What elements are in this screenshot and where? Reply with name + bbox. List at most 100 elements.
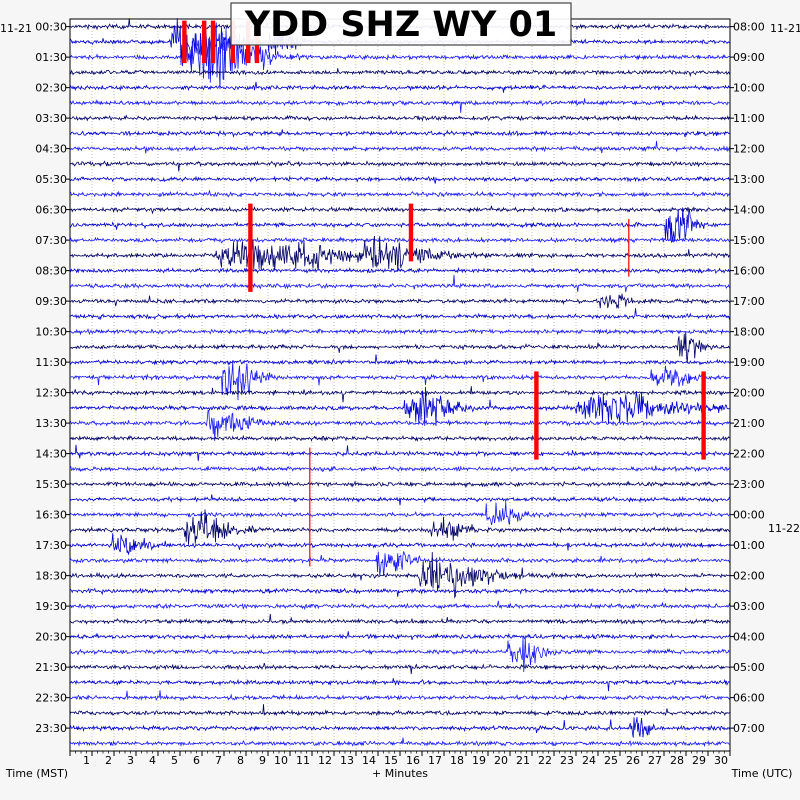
trace-row-31 — [69, 494, 731, 506]
right-tick-label: 21:00 — [733, 417, 765, 430]
right-tick-label: 01:00 — [733, 539, 765, 552]
trace-row-5 — [69, 98, 731, 113]
x-axis-ticks: 1 2 3 4 5 6 7 8 9 10 11 12 13 14 15 16 17 18 19 20 21 22 23 24 2… — [69, 751, 731, 767]
left-tick-label: 21:30 — [35, 661, 67, 674]
x-tick-label: 22 — [538, 754, 552, 767]
right-tick-label: 04:00 — [733, 631, 765, 644]
x-tick-label: 5 — [171, 754, 178, 767]
trace-row-47 — [69, 737, 731, 748]
x-tick-label: 3 — [127, 754, 134, 767]
trace-row-21 — [69, 331, 731, 364]
right-tick-label: 20:00 — [733, 387, 765, 400]
clip-mark-7 — [408, 203, 414, 262]
left-date-label: 11-21 — [0, 22, 32, 35]
left-tick-label: 17:30 — [35, 539, 67, 552]
trace-row-12 — [69, 205, 731, 219]
left-tick-label: 01:30 — [35, 51, 67, 64]
trace-row-24 — [69, 386, 731, 403]
trace-row-42 — [69, 662, 731, 675]
trace-row-4 — [69, 81, 731, 93]
left-tick-label: 22:30 — [35, 692, 67, 705]
left-tick-label: 07:30 — [35, 234, 67, 247]
x-tick-label: 23 — [560, 754, 574, 767]
x-tick-label: 7 — [215, 754, 222, 767]
left-tick-label: 04:30 — [35, 143, 67, 156]
right-tick-label: 10:00 — [733, 82, 765, 95]
trace-row-13 — [69, 208, 731, 243]
left-tick-label: 19:30 — [35, 600, 67, 613]
trace-row-38 — [69, 600, 731, 611]
clip-mark-8 — [628, 218, 630, 277]
x-tick-label: 17 — [428, 754, 442, 767]
left-tick-label: 20:30 — [35, 631, 67, 644]
trace-row-8 — [69, 140, 731, 155]
x-tick-label: 25 — [604, 754, 618, 767]
right-tick-label: 12:00 — [733, 143, 765, 156]
trace-row-36 — [69, 552, 731, 599]
x-tick-label: 4 — [149, 754, 156, 767]
right-tick-label: 05:00 — [733, 661, 765, 674]
minute-gridlines — [91, 19, 709, 751]
x-tick-label: 16 — [406, 754, 420, 767]
clip-mark-9 — [534, 371, 539, 460]
x-tick-label: 1 — [83, 754, 90, 767]
title-box: YDD SHZ WY 01 — [230, 2, 572, 46]
right-tick-label: 23:00 — [733, 478, 765, 491]
trace-row-28 — [69, 444, 731, 462]
trace-row-17 — [69, 274, 731, 293]
right-tick-label: 19:00 — [733, 356, 765, 369]
right-tick-label: 08:00 — [733, 21, 765, 34]
trace-row-7 — [69, 129, 731, 138]
trace-row-25 — [69, 386, 731, 426]
left-tick-label: 02:30 — [35, 82, 67, 95]
x-tick-label: 19 — [472, 754, 486, 767]
right-date-label: 11-21 — [770, 22, 800, 35]
left-axis-ticks: 00:30 01:30 02:30 03:30 04:30 05:30 06:30 07:30… — [35, 21, 70, 735]
trace-row-20 — [69, 328, 731, 336]
trace-row-40 — [69, 631, 731, 641]
x-tick-label: 14 — [362, 754, 376, 767]
clip-mark-10 — [701, 371, 706, 460]
x-tick-label: 10 — [274, 754, 288, 767]
trace-row-14 — [69, 236, 731, 245]
trace-row-3 — [69, 68, 731, 78]
trace-row-2 — [69, 22, 731, 90]
trace-row-39 — [69, 613, 731, 626]
x-tick-label: 21 — [516, 754, 530, 767]
right-tick-label: 00:00 — [733, 509, 765, 522]
right-tick-label: 15:00 — [733, 234, 765, 247]
trace-row-16 — [69, 266, 731, 275]
clip-mark-11 — [309, 447, 311, 567]
right-tick-label: 07:00 — [733, 722, 765, 735]
trace-row-27 — [69, 434, 731, 443]
left-tick-label: 11:30 — [35, 356, 67, 369]
right-tick-label: 02:00 — [733, 570, 765, 583]
x-tick-label: 29 — [692, 754, 706, 767]
left-tick-label: 16:30 — [35, 509, 67, 522]
left-tick-label: 03:30 — [35, 112, 67, 125]
right-axis-ticks: 08:00 09:00 10:00 11:00 12:00 13:00 14:00 15:00… — [730, 21, 765, 735]
clip-mark-1 — [202, 20, 207, 64]
right-tick-label: 09:00 — [733, 51, 765, 64]
x-tick-label: 20 — [494, 754, 508, 767]
seismic-traces — [69, 18, 731, 748]
left-tick-label: 09:30 — [35, 295, 67, 308]
clip-mark-0 — [182, 20, 187, 64]
x-tick-label: 15 — [384, 754, 398, 767]
trace-row-35 — [69, 551, 731, 577]
trace-row-44 — [69, 690, 731, 702]
trace-row-15 — [69, 235, 731, 273]
left-tick-label: 14:30 — [35, 448, 67, 461]
y-axis-label-left: Time (MST) — [5, 767, 68, 780]
x-tick-label: 2 — [105, 754, 112, 767]
x-tick-label: 26 — [626, 754, 640, 767]
trace-row-18 — [69, 293, 731, 309]
x-tick-label: 18 — [450, 754, 464, 767]
clip-mark-6 — [248, 203, 253, 292]
trace-row-11 — [69, 190, 731, 199]
trace-row-32 — [69, 501, 731, 526]
trace-row-46 — [69, 717, 731, 738]
right-tick-label: 14:00 — [733, 204, 765, 217]
trace-row-37 — [69, 587, 731, 597]
